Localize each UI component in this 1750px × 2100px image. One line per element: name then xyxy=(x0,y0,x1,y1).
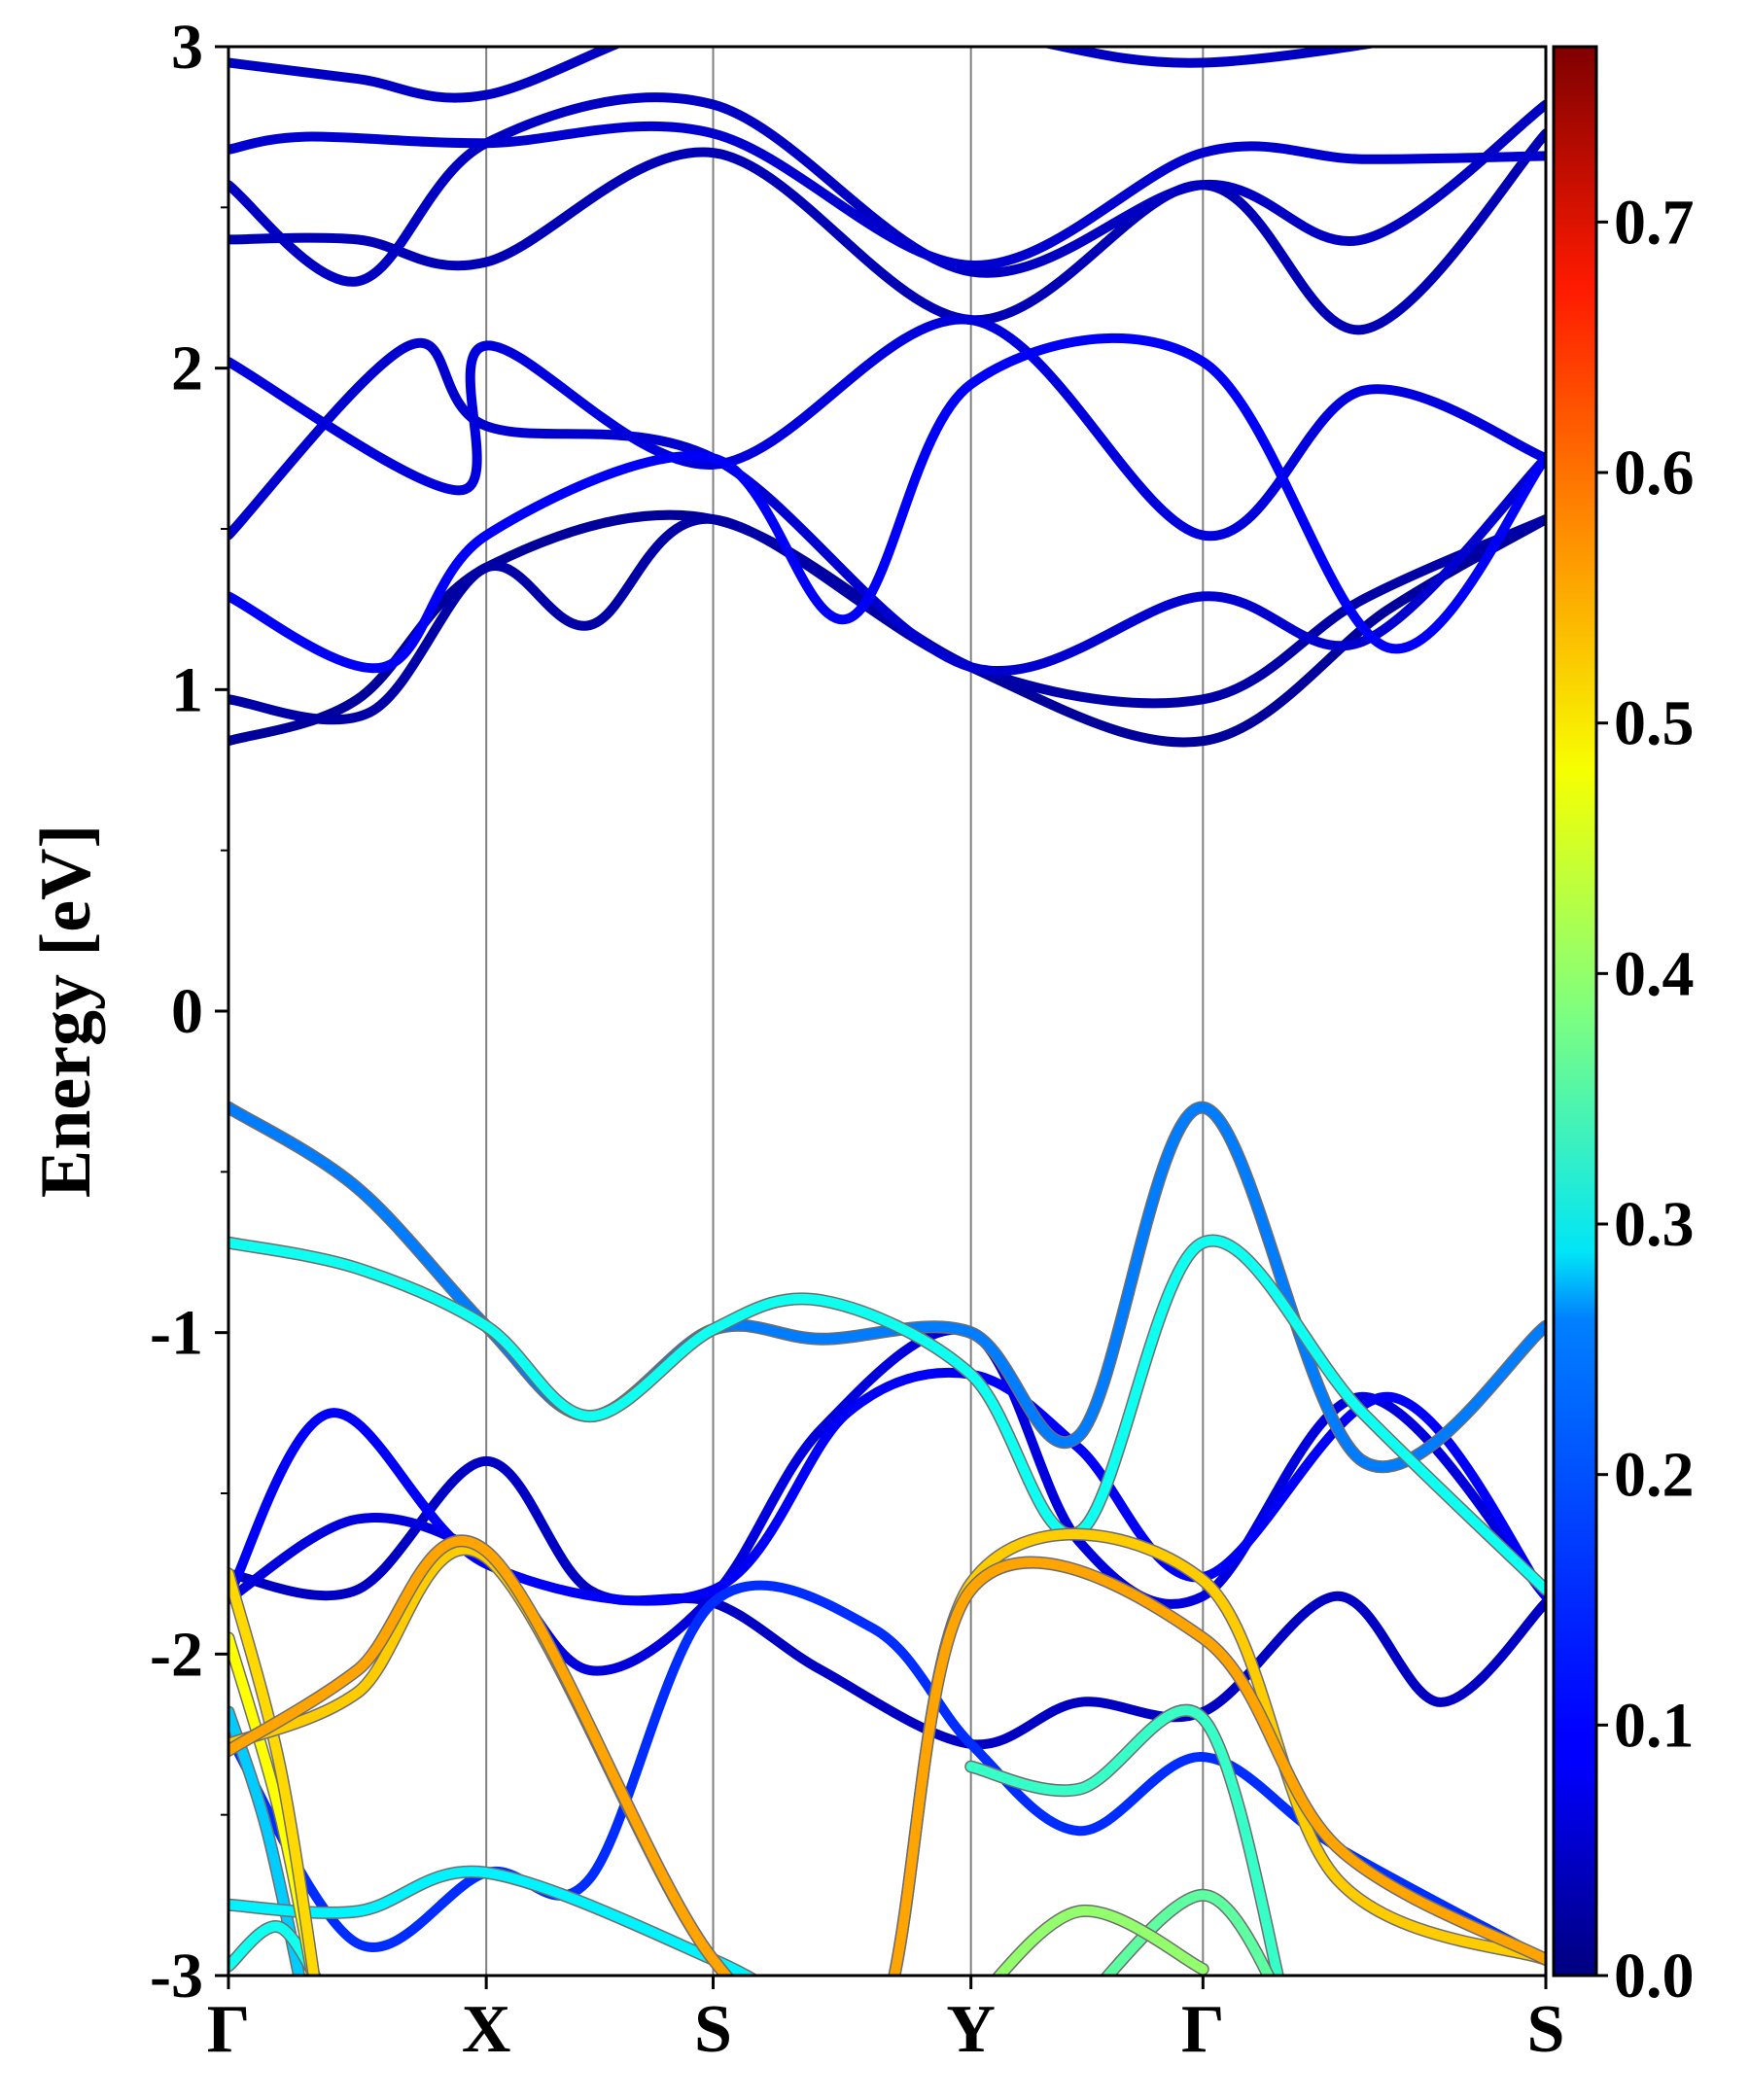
band-line xyxy=(228,47,1382,103)
x-tick-label: Γ xyxy=(1181,1992,1225,2067)
band-line xyxy=(228,332,1546,674)
x-tick-label: S xyxy=(694,1992,732,2067)
band-line xyxy=(993,1906,1208,1976)
y-tick-label: -3 xyxy=(150,1941,203,2012)
plot-area xyxy=(228,47,1546,1976)
band-line xyxy=(228,1236,1546,1595)
y-tick-label: -1 xyxy=(150,1298,203,1369)
band-outline xyxy=(228,1527,1546,1976)
x-tick-label: X xyxy=(462,1992,511,2067)
colorbar-tick-label: 0.0 xyxy=(1614,1941,1695,2012)
colorbar-tick-label: 0.5 xyxy=(1614,688,1695,759)
band-line xyxy=(228,1580,1546,1965)
colorbar-tick-label: 0.3 xyxy=(1614,1189,1695,1260)
colorbar-tick-label: 0.2 xyxy=(1614,1440,1695,1511)
colorbar-gradient xyxy=(1554,47,1596,1976)
axes: -3 -2 -1 0 1 2 3 Γ X S Y Γ S xyxy=(150,12,1564,2067)
colorbar-tick-label: 0.1 xyxy=(1614,1690,1695,1761)
colorbar: 0.0 0.1 0.2 0.3 0.4 0.5 0.6 0.7 xyxy=(1552,45,1695,2012)
x-tick-label: Γ xyxy=(207,1992,251,2067)
band-line xyxy=(228,1367,1546,1606)
band-line xyxy=(228,314,1546,542)
y-tick-label: -2 xyxy=(150,1619,203,1690)
y-tick-label: 3 xyxy=(171,12,203,83)
colorbar-frame xyxy=(1552,45,1598,1978)
band-line xyxy=(228,1867,756,1976)
band-line xyxy=(228,514,1546,725)
y-tick-label: 1 xyxy=(171,654,203,725)
band-line xyxy=(228,121,1546,270)
colorbar-tick-label: 0.7 xyxy=(1614,187,1695,258)
band-outline xyxy=(228,1534,1546,1976)
band-line xyxy=(228,1529,1546,1976)
y-tick-label: 2 xyxy=(171,333,203,404)
x-tick-label: S xyxy=(1527,1992,1565,2067)
band-line xyxy=(965,1705,1283,1976)
colorbar-tick-label: 0.6 xyxy=(1614,438,1695,508)
colorbar-tick-label: 0.4 xyxy=(1614,938,1695,1009)
band-line xyxy=(228,92,1546,287)
band-line xyxy=(228,1324,1546,1676)
band-line xyxy=(228,1568,319,1976)
plot-frame xyxy=(227,45,1548,1978)
x-tick-label: Y xyxy=(946,1992,996,2067)
band-line xyxy=(228,1921,321,1976)
band-outline xyxy=(991,1904,1209,1976)
y-tick-label: 0 xyxy=(171,976,203,1047)
y-axis-title: Energy [eV] xyxy=(26,824,106,1198)
band-line xyxy=(228,337,1546,677)
band-line xyxy=(228,128,1546,335)
band-line xyxy=(228,1455,1546,1750)
band-line xyxy=(228,1536,1546,1976)
